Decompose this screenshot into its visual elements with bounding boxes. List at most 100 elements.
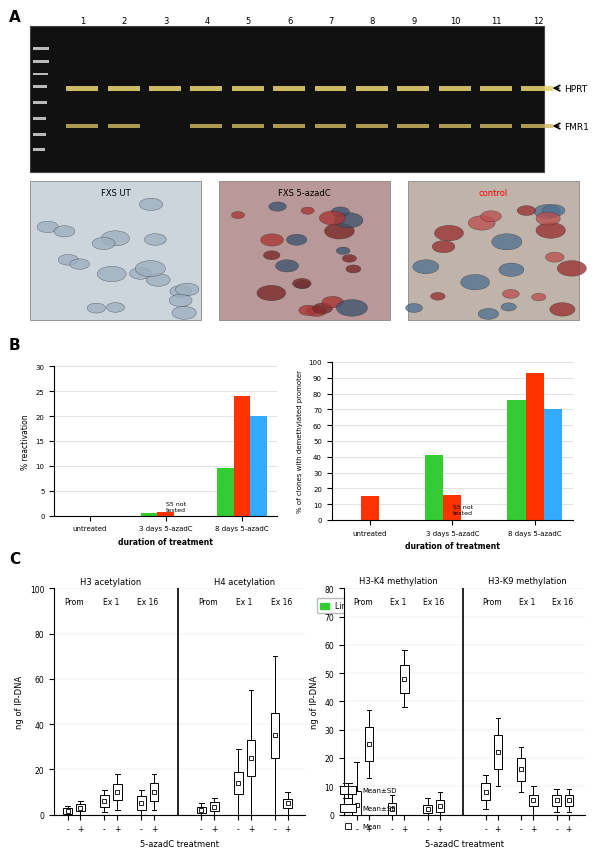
Text: S5 not
tested: S5 not tested	[166, 502, 186, 512]
Bar	[435, 800, 444, 812]
Bar	[273, 125, 305, 129]
Bar	[219, 182, 390, 321]
Bar	[33, 61, 49, 64]
Bar	[33, 73, 48, 77]
Bar	[191, 86, 223, 91]
Circle shape	[336, 300, 367, 316]
Text: Ex 1: Ex 1	[390, 597, 406, 606]
Bar	[30, 27, 544, 172]
Circle shape	[276, 260, 298, 273]
Bar	[137, 797, 145, 810]
Bar	[217, 469, 234, 516]
Circle shape	[70, 259, 89, 270]
Bar	[30, 182, 201, 321]
Bar	[191, 125, 223, 129]
Circle shape	[546, 252, 564, 263]
Bar	[250, 416, 267, 516]
Bar	[480, 86, 512, 91]
Y-axis label: ng of IP-DNA: ng of IP-DNA	[16, 675, 25, 728]
Text: 10: 10	[450, 17, 461, 26]
Text: H3-K4 methylation: H3-K4 methylation	[359, 577, 438, 586]
Text: HPRT: HPRT	[564, 84, 587, 94]
Circle shape	[434, 226, 464, 241]
Text: Mean±SE: Mean±SE	[362, 805, 396, 811]
Text: control: control	[479, 189, 508, 197]
Bar	[352, 791, 361, 819]
Bar	[315, 125, 346, 129]
Text: 5: 5	[245, 17, 251, 26]
Circle shape	[461, 276, 490, 291]
Circle shape	[299, 306, 318, 316]
Text: Mean±SD: Mean±SD	[362, 787, 396, 793]
Bar	[425, 456, 443, 520]
Text: 7: 7	[329, 17, 333, 26]
Bar	[443, 495, 461, 520]
Bar	[100, 795, 109, 807]
Bar	[517, 758, 525, 780]
Circle shape	[175, 284, 199, 296]
Text: 4: 4	[204, 17, 210, 26]
X-axis label: 5-azadC treatment: 5-azadC treatment	[425, 838, 504, 848]
Text: Mean: Mean	[362, 823, 381, 829]
Bar	[150, 783, 159, 801]
Bar	[33, 49, 49, 51]
Text: C: C	[9, 552, 20, 566]
X-axis label: 5-azadC treatment: 5-azadC treatment	[140, 838, 219, 848]
Bar	[197, 807, 206, 814]
Text: Ex 1: Ex 1	[103, 598, 119, 606]
Circle shape	[334, 213, 363, 229]
Circle shape	[543, 206, 565, 218]
Text: FMR1: FMR1	[564, 122, 589, 131]
X-axis label: duration of treatment: duration of treatment	[405, 542, 500, 550]
Circle shape	[322, 297, 343, 309]
Circle shape	[295, 281, 310, 289]
Circle shape	[107, 303, 125, 313]
Bar	[361, 496, 379, 520]
Circle shape	[264, 252, 280, 260]
Circle shape	[172, 307, 197, 320]
Text: Ex 1: Ex 1	[519, 597, 535, 606]
Circle shape	[260, 235, 283, 247]
Circle shape	[406, 304, 423, 313]
Text: 9: 9	[411, 17, 417, 26]
Bar	[66, 125, 98, 129]
X-axis label: duration of treatment: duration of treatment	[118, 537, 213, 546]
Text: 12: 12	[532, 17, 543, 26]
Legend: Line E3, Line S1, Line S5: Line E3, Line S1, Line S5	[317, 599, 483, 614]
Circle shape	[257, 286, 286, 301]
Text: Ex 16: Ex 16	[423, 597, 444, 606]
Circle shape	[144, 235, 166, 246]
Circle shape	[169, 295, 192, 307]
Text: H3 acetylation: H3 acetylation	[80, 577, 142, 586]
Circle shape	[301, 208, 314, 215]
Bar	[271, 713, 279, 758]
Circle shape	[130, 269, 151, 280]
Circle shape	[307, 306, 326, 317]
Bar	[33, 149, 45, 152]
Circle shape	[286, 235, 307, 246]
Bar	[33, 134, 46, 136]
Text: FXS 5-azadC: FXS 5-azadC	[278, 189, 331, 197]
Text: 2: 2	[122, 17, 127, 26]
Bar	[522, 125, 553, 129]
Bar	[283, 798, 292, 808]
Bar	[273, 86, 305, 91]
Bar	[423, 804, 432, 813]
Circle shape	[517, 206, 535, 217]
Circle shape	[432, 241, 455, 253]
Circle shape	[292, 279, 311, 289]
Circle shape	[97, 267, 126, 282]
Text: H3-K9 methylation: H3-K9 methylation	[488, 577, 567, 586]
Circle shape	[491, 235, 522, 251]
Bar	[113, 784, 122, 800]
Text: Prom: Prom	[64, 598, 84, 606]
Text: H4 acetylation: H4 acetylation	[214, 577, 275, 586]
Circle shape	[170, 287, 192, 298]
Text: 8: 8	[370, 17, 375, 26]
Bar	[232, 86, 264, 91]
Bar	[529, 795, 537, 806]
Bar	[339, 786, 356, 794]
Text: S5 not
tested: S5 not tested	[453, 505, 473, 515]
Text: 1: 1	[80, 17, 86, 26]
Circle shape	[313, 304, 332, 314]
